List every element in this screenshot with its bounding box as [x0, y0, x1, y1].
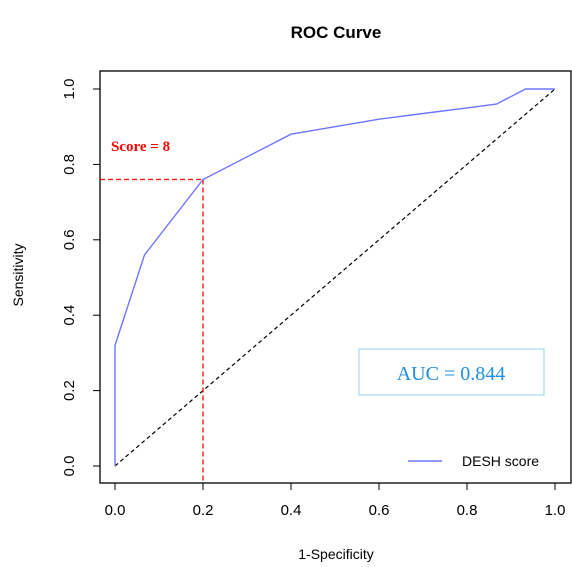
axis-ticks: 0.0 0.2 0.4 0.6 0.8 1.0 0.0 0.2 0.4 0.6 0.8 1.0: [61, 79, 565, 519]
y-tick-label: 0.4: [61, 305, 78, 326]
x-axis-label: 1-Specificity: [298, 546, 373, 562]
auc-box: [358, 348, 545, 396]
plot-frame: [99, 70, 572, 484]
y-tick-label: 1.0: [61, 79, 78, 100]
y-tick-label: 0.6: [61, 229, 78, 250]
reference-diagonal-line: [114, 88, 556, 467]
roc-series-line-0: [114, 88, 555, 466]
legend-label-desh-score: DESH score: [462, 453, 539, 469]
chart-title: ROC Curve: [291, 23, 382, 42]
x-tick-label: 1.0: [545, 502, 566, 519]
x-tick-label: 0.8: [457, 502, 478, 519]
x-tick-label: 0.4: [281, 502, 302, 519]
cutoff-score-label: Score = 8: [111, 139, 170, 155]
x-tick-label: 0.0: [105, 502, 126, 519]
x-tick-label: 0.2: [193, 502, 214, 519]
auc-label: AUC = 0.844: [397, 363, 506, 385]
plot-area: [99, 70, 572, 484]
y-tick-label: 0.0: [61, 456, 78, 477]
y-tick-label: 0.8: [61, 154, 78, 175]
x-tick-label: 0.6: [369, 502, 390, 519]
y-tick-label: 0.2: [61, 380, 78, 401]
y-axis-label: Sensitivity: [10, 243, 26, 306]
